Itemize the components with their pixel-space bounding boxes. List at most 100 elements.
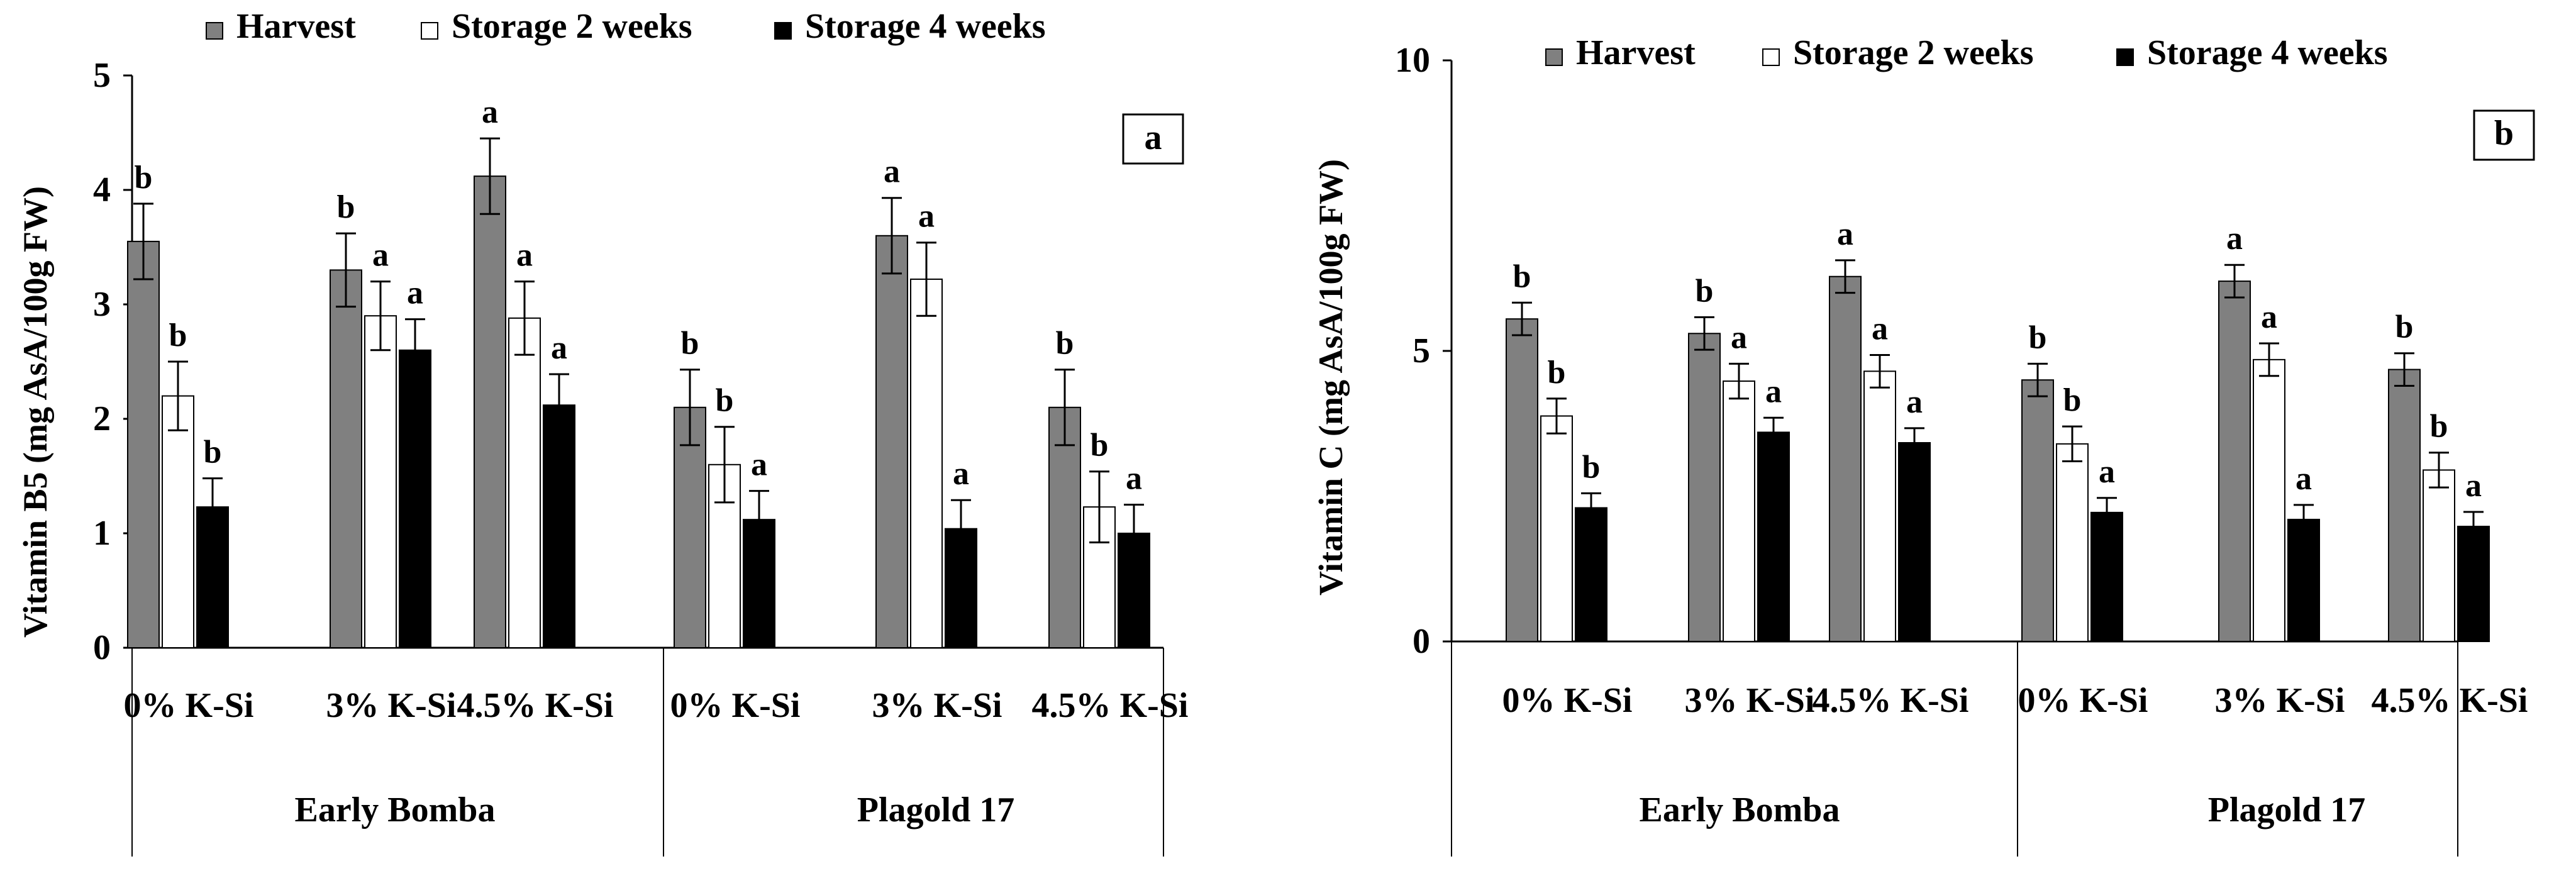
legend-swatch-2 <box>421 22 438 40</box>
significance-letter: b <box>135 160 153 196</box>
bar-harvest-2 <box>330 269 362 648</box>
bar-storage-2-weeks-4 <box>2056 443 2089 643</box>
significance-letter: b <box>2063 382 2082 418</box>
significance-letter: a <box>918 199 935 235</box>
bar-harvest-1 <box>1506 318 1538 642</box>
significance-letter: b <box>204 435 222 470</box>
bar-storage-4-weeks-6 <box>2457 526 2490 642</box>
significance-letter: b <box>337 189 355 225</box>
significance-letter: b <box>716 383 734 419</box>
significance-letter: b <box>2396 309 2414 345</box>
y-tick-label: 1 <box>93 514 111 553</box>
y-tick-label: 10 <box>1395 41 1430 80</box>
x-group-label: Plagold 17 <box>857 791 1014 829</box>
y-tick-label: 3 <box>93 285 111 324</box>
bar-storage-2-weeks-2 <box>1723 380 1755 642</box>
significance-letter: b <box>169 318 187 353</box>
significance-letter: b <box>1548 355 1566 391</box>
x-category-label: 3% K-Si <box>326 686 457 725</box>
significance-letter: b <box>2430 409 2448 445</box>
significance-letter: a <box>482 94 498 130</box>
panel-label-box <box>2473 109 2535 161</box>
x-group-label: Early Bomba <box>1640 791 1840 829</box>
significance-letter: a <box>1126 461 1142 497</box>
x-category-label: 4.5% K-Si <box>1032 686 1189 725</box>
x-category-label: 3% K-Si <box>872 686 1002 725</box>
legend-swatch-1 <box>206 22 223 40</box>
significance-letter: a <box>2226 221 2243 257</box>
bar-harvest-5 <box>875 235 908 648</box>
significance-letter: a <box>1906 384 1923 420</box>
panel-label: b <box>2494 114 2514 153</box>
x-category-label: 4.5% K-Si <box>2372 681 2528 720</box>
x-group-label: Early Bomba <box>295 791 496 829</box>
bar-storage-2-weeks-3 <box>508 317 541 648</box>
x-category-label: 4.5% K-Si <box>457 686 614 725</box>
significance-letter: b <box>1513 258 1531 294</box>
y-axis-title: Vitamin C (mg AsA/100g FW) <box>1312 159 1350 596</box>
bar-storage-4-weeks-5 <box>2287 518 2320 643</box>
bar-storage-2-weeks-2 <box>364 315 397 648</box>
significance-letter: b <box>1056 326 1074 362</box>
bar-storage-2-weeks-6 <box>2423 469 2455 642</box>
legend-swatch-3 <box>2116 48 2134 66</box>
significance-letter: a <box>751 447 767 483</box>
significance-letter: a <box>2099 454 2115 490</box>
bar-storage-4-weeks-2 <box>1757 431 1790 642</box>
significance-letter: a <box>407 275 423 311</box>
significance-letter: a <box>884 154 900 190</box>
significance-letter: a <box>2465 468 2482 504</box>
bar-storage-2-weeks-1 <box>162 395 194 648</box>
legend-label-1: Harvest <box>1576 33 1696 72</box>
significance-letter: a <box>1731 319 1747 355</box>
bar-harvest-3 <box>1829 275 1862 642</box>
panel-label-box <box>1122 113 1184 165</box>
legend-swatch-3 <box>774 22 792 40</box>
y-tick-label: 5 <box>1413 331 1430 370</box>
bar-storage-4-weeks-4 <box>2090 511 2123 643</box>
y-tick-label: 2 <box>93 399 111 438</box>
legend-swatch-1 <box>1545 48 1563 66</box>
significance-letter: b <box>2029 319 2047 355</box>
chart-panel-b: Harvest Storage 2 weeks Storage 4 weeks 0 5 1… <box>1288 0 2576 868</box>
legend-swatch-2 <box>1762 48 1780 66</box>
significance-letter: a <box>1765 374 1782 409</box>
y-tick-label: 0 <box>93 628 111 667</box>
significance-letter: a <box>516 238 533 274</box>
bar-harvest-5 <box>2218 280 2251 642</box>
x-group-label: Plagold 17 <box>2208 791 2365 829</box>
bar-harvest-1 <box>127 240 160 648</box>
x-category-label: 4.5% K-Si <box>1813 681 1969 720</box>
bar-harvest-2 <box>1688 333 1721 643</box>
significance-letter: b <box>1696 273 1714 309</box>
x-category-label: 0% K-Si <box>1502 681 1633 720</box>
chart-svg-b: Harvest Storage 2 weeks Storage 4 weeks 0 5 1… <box>1312 33 2535 857</box>
bar-storage-4-weeks-3 <box>1898 441 1931 642</box>
legend-label-2: Storage 2 weeks <box>1793 33 2034 72</box>
significance-letter: a <box>372 238 389 274</box>
bar-storage-2-weeks-5 <box>910 278 943 648</box>
bar-harvest-6 <box>2388 369 2421 642</box>
legend-label-3: Storage 4 weeks <box>2147 33 2388 72</box>
bar-storage-2-weeks-5 <box>2253 358 2285 642</box>
bar-harvest-3 <box>474 175 506 649</box>
bar-harvest-6 <box>1048 406 1081 648</box>
bar-storage-4-weeks-1 <box>1575 507 1607 642</box>
y-tick-label: 4 <box>93 170 111 209</box>
x-category-label: 0% K-Si <box>2018 681 2148 720</box>
significance-letter: a <box>1837 216 1853 252</box>
significance-letter: b <box>681 326 699 362</box>
significance-letter: a <box>2261 299 2277 335</box>
significance-letter: b <box>1091 428 1109 463</box>
y-axis-title: Vitamin B5 (mg AsA/100g FW) <box>16 186 54 638</box>
y-tick-label: 0 <box>1413 622 1430 661</box>
bar-storage-2-weeks-3 <box>1863 370 1896 643</box>
chart-svg-a: Harvest Storage 2 weeks Storage 4 weeks 0 1 2… <box>16 7 1189 857</box>
legend-label-2: Storage 2 weeks <box>452 7 692 46</box>
panel-label: a <box>1145 118 1162 157</box>
bar-storage-4-weeks-2 <box>399 349 431 648</box>
x-category-label: 3% K-Si <box>1685 681 1815 720</box>
significance-letter: a <box>1872 311 1888 347</box>
significance-letter: b <box>1582 449 1601 485</box>
x-category-label: 0% K-Si <box>670 686 801 725</box>
